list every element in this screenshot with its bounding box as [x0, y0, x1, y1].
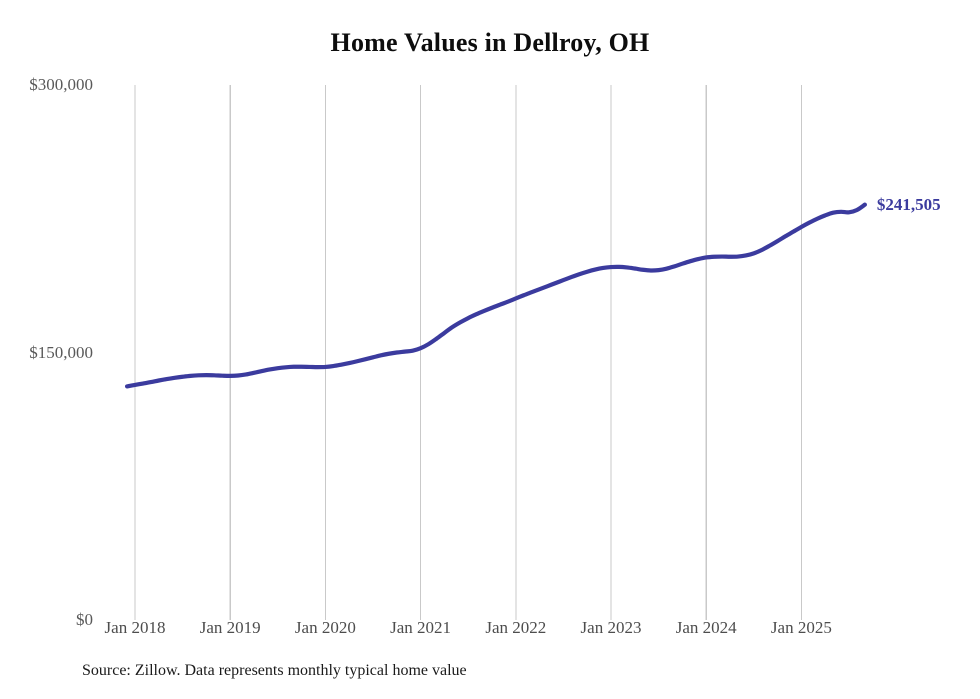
- end-value-annotation: $241,505: [876, 194, 941, 214]
- gridlines: [134, 85, 802, 620]
- series-line-typical-home-value: [124, 202, 867, 389]
- y-tick-label: $150,000: [29, 342, 93, 362]
- x-tick-label: Jan 2023: [580, 618, 642, 637]
- x-tick-label: Jan 2024: [675, 618, 737, 637]
- x-tick-label: Jan 2018: [104, 618, 166, 637]
- page-title: Home Values in Dellroy, OH: [330, 28, 650, 57]
- x-tick-label: Jan 2020: [294, 618, 356, 637]
- x-tick-label: Jan 2025: [770, 618, 832, 637]
- x-tick-label: Jan 2019: [199, 618, 261, 637]
- source-note: Source: Zillow. Data represents monthly …: [82, 662, 467, 679]
- y-tick-label: $0: [76, 610, 93, 629]
- y-tick-label: $300,000: [29, 75, 93, 94]
- x-tick-label: Jan 2021: [390, 618, 452, 637]
- x-tick-label: Jan 2022: [485, 618, 547, 637]
